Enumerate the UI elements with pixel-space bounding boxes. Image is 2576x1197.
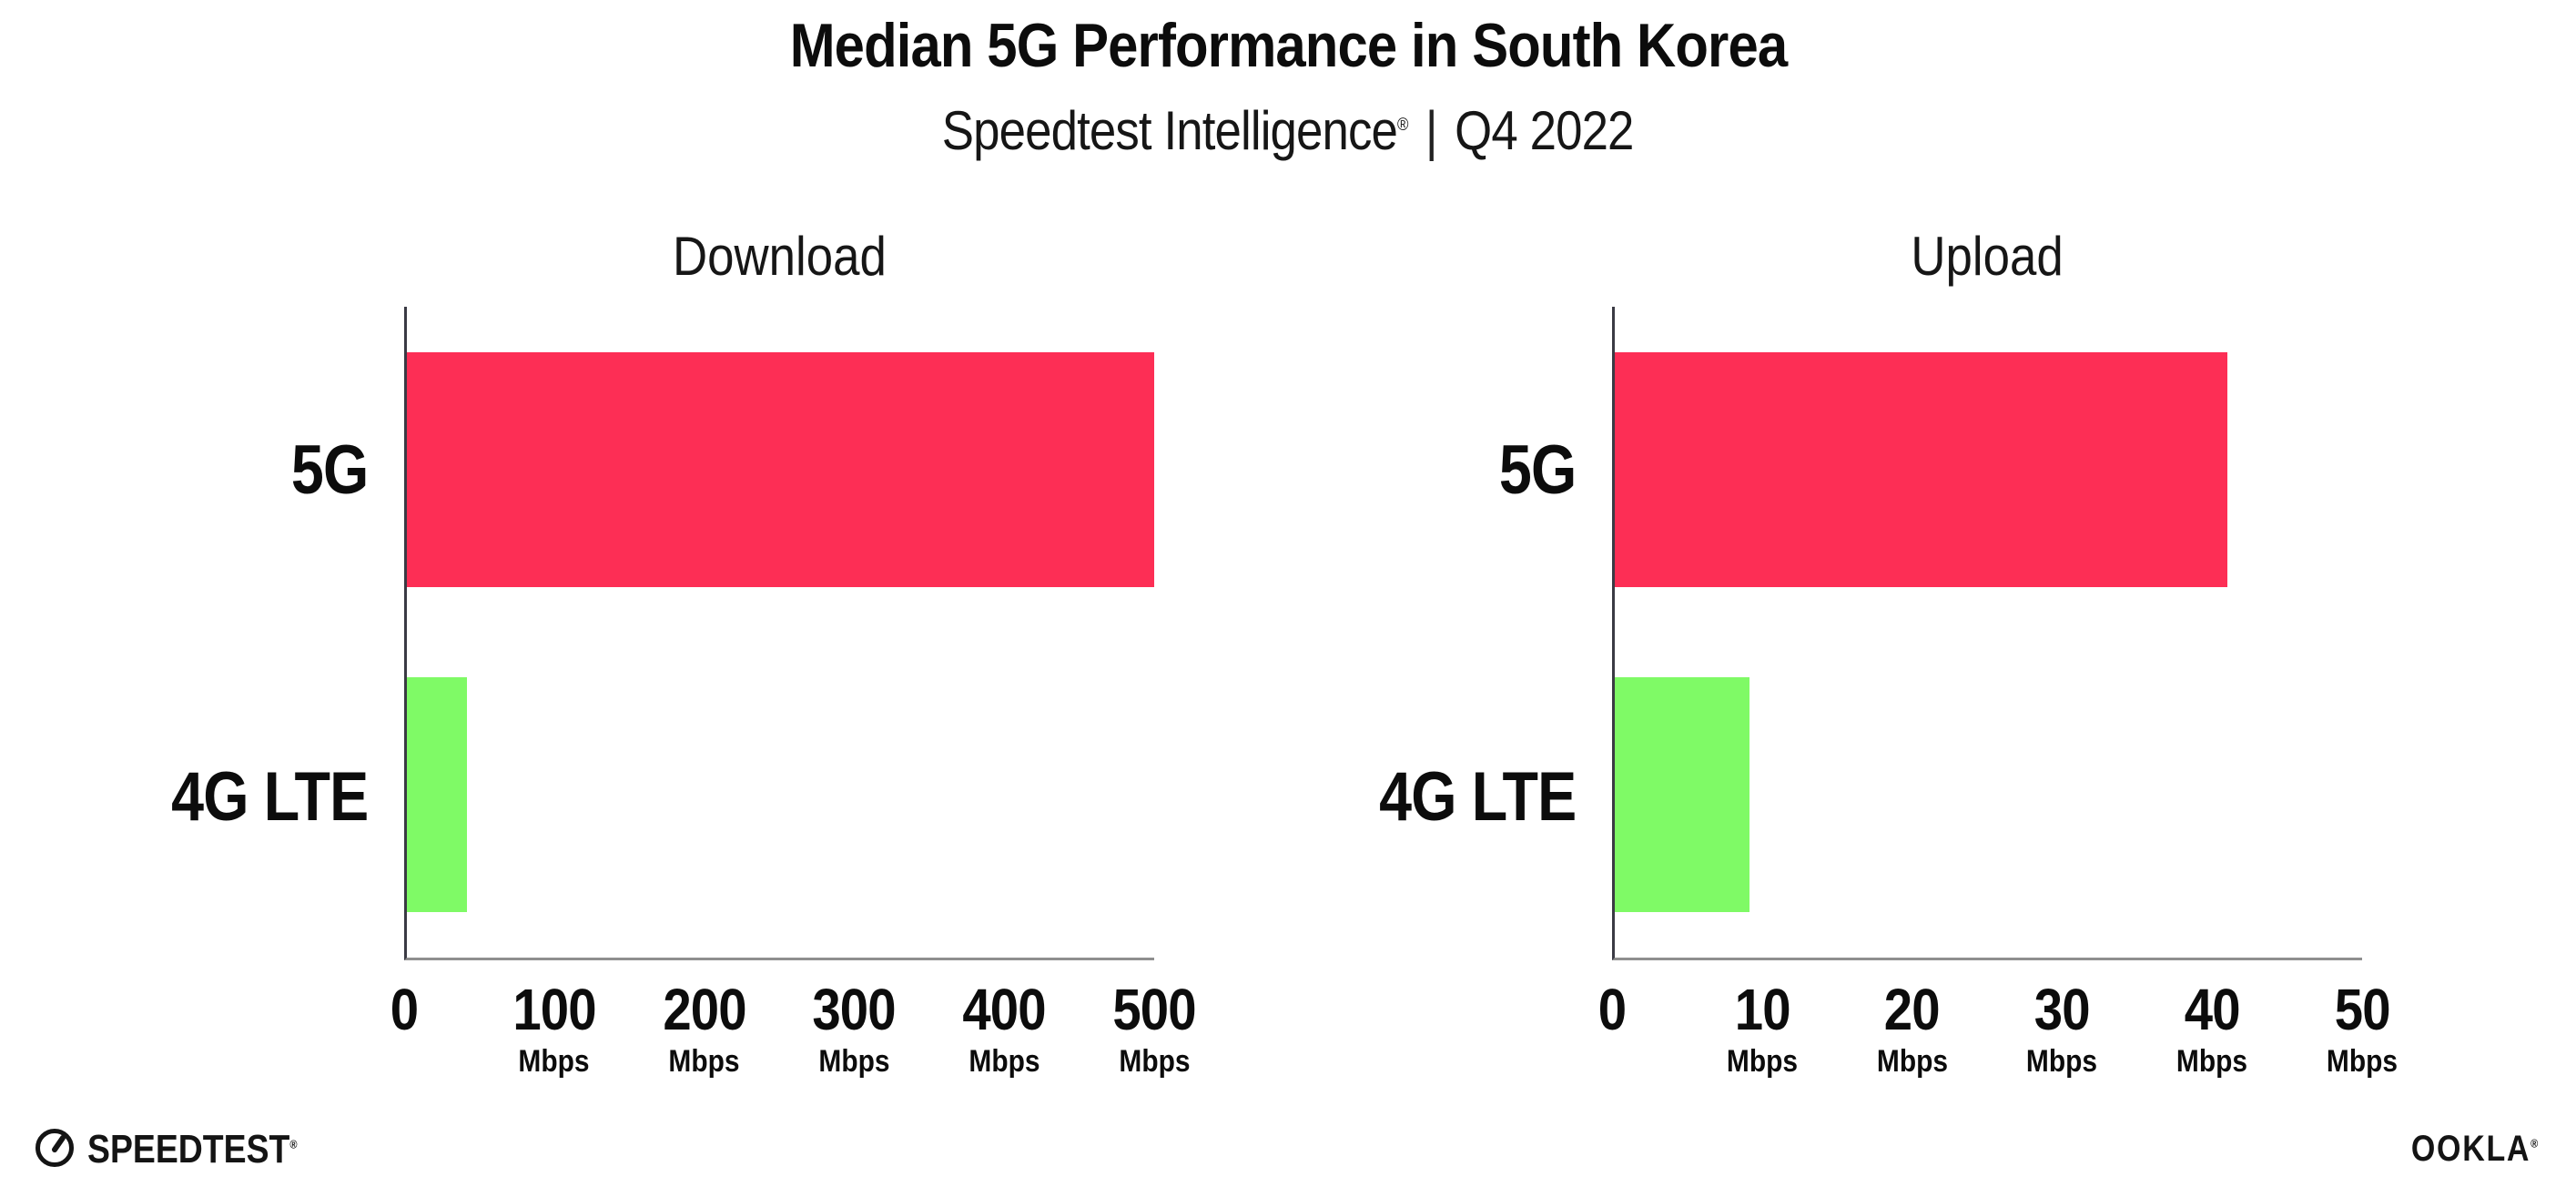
download-chart-title: Download (672, 226, 887, 287)
x-tick-label: 10 Mbps (1721, 980, 1802, 1077)
tick-value: 400 (962, 977, 1047, 1042)
bar-row-5g (1615, 307, 2362, 633)
page-subtitle: Speedtest Intelligence® | Q4 2022 (0, 104, 2576, 158)
ookla-registered-mark: ® (2530, 1136, 2540, 1151)
tick-unit: Mbps (518, 1044, 590, 1079)
bar-row-5g (407, 307, 1154, 633)
category-cell: 5G (127, 307, 404, 634)
speedtest-registered-mark: ® (289, 1136, 298, 1151)
page-title-text: Median 5G Performance in South Korea (789, 11, 1787, 80)
x-tick-label: 30 Mbps (2022, 980, 2103, 1077)
tick-value: 300 (812, 977, 897, 1042)
category-cell: 4G LTE (127, 634, 404, 960)
tick-unit: Mbps (2176, 1044, 2248, 1079)
tick-unit: Mbps (668, 1044, 740, 1079)
upload-chart-panel: 5G 4G LTE Upload 0 10 Mbps 20 Mbps 30 Mbps 40 Mb… (1335, 226, 2398, 1117)
x-tick-label: 500 Mbps (1107, 980, 1202, 1077)
tick-unit: Mbps (2026, 1044, 2098, 1079)
tick-value: 20 (1884, 977, 1941, 1042)
category-cell: 4G LTE (1335, 634, 1612, 960)
tick-value: 40 (2184, 977, 2241, 1042)
bar-row-4g-lte (1615, 633, 2362, 959)
x-tick-label: 40 Mbps (2172, 980, 2253, 1077)
x-tick-label: 50 Mbps (2322, 980, 2403, 1077)
ookla-logo: OOKLA® (2388, 1129, 2540, 1170)
page-subtitle-text: Speedtest Intelligence® | Q4 2022 (942, 104, 1635, 158)
tick-value: 10 (1734, 977, 1790, 1042)
tick-value: 0 (1597, 977, 1627, 1042)
category-cell: 5G (1335, 307, 1612, 634)
bar-4g-lte-download (407, 677, 467, 913)
plot-area (1612, 307, 2362, 960)
tick-value: 500 (1112, 977, 1196, 1042)
subtitle-separator: | (1425, 100, 1438, 161)
speedtest-logo: SPEEDTEST® (33, 1125, 334, 1173)
page-title: Median 5G Performance in South Korea (0, 15, 2576, 76)
bar-5g-download (407, 351, 1154, 587)
tick-unit: Mbps (1118, 1044, 1191, 1079)
tick-unit: Mbps (1726, 1044, 1798, 1079)
x-tick-label: 400 Mbps (957, 980, 1051, 1077)
speedtest-wordmark: SPEEDTEST® (87, 1126, 298, 1172)
bar-4g-lte-upload (1615, 677, 1749, 913)
tick-value: 50 (2334, 977, 2391, 1042)
x-tick-label: 20 Mbps (1871, 980, 1952, 1077)
x-axis-ticks: 0 10 Mbps 20 Mbps 30 Mbps 40 Mbps 50 Mbps (1598, 980, 2398, 1117)
category-label-4g-lte: 4G LTE (1378, 758, 1577, 836)
bar-5g-upload (1615, 351, 2228, 587)
ookla-wordmark: OOKLA® (2410, 1129, 2540, 1169)
download-chart-panel: 5G 4G LTE Download 0 100 Mbps 200 Mbps 300 Mbp… (127, 226, 1197, 1117)
tick-value: 200 (662, 977, 746, 1042)
x-tick-label: 200 Mbps (657, 980, 752, 1077)
registered-mark: ® (1397, 116, 1408, 135)
tick-unit: Mbps (1876, 1044, 1948, 1079)
category-label-5g: 5G (290, 431, 369, 509)
bar-row-4g-lte (407, 633, 1154, 959)
subtitle-brand: Speedtest Intelligence (942, 100, 1398, 161)
subtitle-period: Q4 2022 (1455, 100, 1634, 161)
upload-chart-title: Upload (1911, 226, 2064, 287)
tick-value: 0 (390, 977, 419, 1042)
x-tick-label: 0 (1597, 980, 1628, 1039)
tick-value: 100 (512, 977, 596, 1042)
tick-unit: Mbps (969, 1044, 1040, 1079)
download-y-axis-labels: 5G 4G LTE (127, 229, 404, 1117)
x-axis-ticks: 0 100 Mbps 200 Mbps 300 Mbps 400 Mbps 500 Mbps (390, 980, 1197, 1117)
speedtest-gauge-icon (33, 1125, 76, 1173)
x-tick-label: 300 Mbps (807, 980, 902, 1077)
plot-area (404, 307, 1154, 960)
x-tick-label: 0 (389, 980, 421, 1039)
category-label-4g-lte: 4G LTE (170, 758, 369, 836)
header: Median 5G Performance in South Korea Spe… (0, 15, 2576, 158)
tick-unit: Mbps (818, 1044, 890, 1079)
tick-value: 30 (2033, 977, 2091, 1042)
x-tick-label: 100 Mbps (507, 980, 602, 1077)
category-label-5g: 5G (1498, 431, 1577, 509)
upload-y-axis-labels: 5G 4G LTE (1335, 229, 1612, 1117)
tick-unit: Mbps (2326, 1044, 2399, 1079)
